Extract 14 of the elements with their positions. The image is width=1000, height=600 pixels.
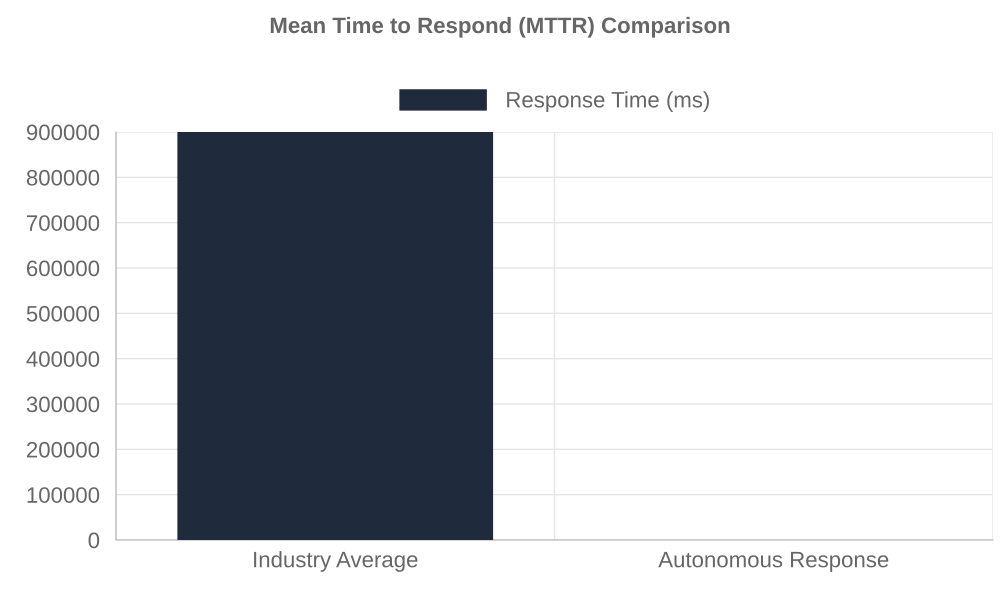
legend-label: Response Time (ms) xyxy=(507,91,709,112)
y-tick-label: 100000 xyxy=(28,487,100,503)
chart-title: Mean Time to Respond (MTTR) Comparison xyxy=(270,16,730,38)
x-tick-label: Industry Average xyxy=(254,551,418,572)
y-tick-label: 400000 xyxy=(26,351,100,367)
y-tick-label: 800000 xyxy=(26,170,100,186)
y-tick-label: 700000 xyxy=(27,215,100,231)
x-tick-label: Autonomous Response xyxy=(658,552,888,572)
y-tick-label: 500000 xyxy=(26,306,100,322)
y-tick-label: 900000 xyxy=(26,124,100,140)
y-tick-label: 200000 xyxy=(27,442,100,458)
y-tick-label: 600000 xyxy=(27,260,100,276)
y-tick-label: 300000 xyxy=(26,396,100,412)
y-tick-label: 0 xyxy=(88,532,100,548)
